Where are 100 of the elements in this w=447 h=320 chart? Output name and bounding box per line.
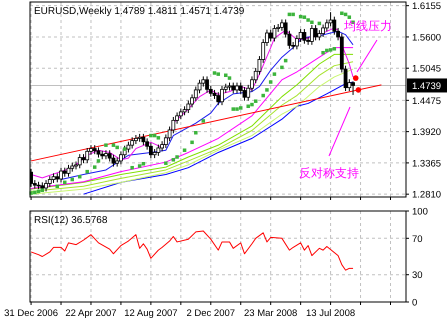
candlestick bbox=[66, 164, 70, 178]
point bbox=[63, 180, 67, 184]
candlestick bbox=[351, 80, 355, 96]
point bbox=[228, 76, 232, 80]
candlestick bbox=[62, 167, 67, 178]
point bbox=[321, 50, 325, 54]
point bbox=[328, 48, 332, 52]
point bbox=[340, 12, 344, 16]
point bbox=[344, 12, 348, 16]
candlestick bbox=[152, 148, 157, 159]
point bbox=[254, 99, 258, 103]
point bbox=[190, 140, 194, 144]
point bbox=[288, 12, 292, 16]
y-tick-label: 1.6155 bbox=[412, 1, 442, 12]
point bbox=[224, 74, 228, 78]
y-tick-label: 1.5600 bbox=[412, 32, 442, 44]
point bbox=[291, 12, 295, 16]
x-tick-label: 23 Mar 2008 bbox=[244, 308, 298, 319]
point bbox=[194, 131, 198, 134]
point bbox=[202, 119, 206, 123]
point bbox=[138, 164, 142, 168]
point bbox=[212, 71, 216, 75]
candlestick bbox=[59, 167, 63, 183]
candlestick bbox=[148, 142, 153, 159]
point bbox=[33, 190, 37, 194]
point bbox=[231, 107, 235, 111]
candlestick bbox=[205, 76, 209, 94]
point bbox=[310, 20, 314, 24]
point bbox=[246, 104, 250, 108]
point bbox=[306, 18, 310, 22]
point bbox=[112, 143, 116, 147]
candlestick bbox=[44, 180, 48, 192]
line-series bbox=[30, 230, 354, 271]
candlestick bbox=[242, 86, 246, 102]
point bbox=[352, 75, 359, 81]
point bbox=[85, 170, 89, 174]
candlestick bbox=[82, 154, 86, 164]
x-tick-label: 12 Aug 2007 bbox=[124, 308, 178, 319]
point bbox=[104, 143, 108, 147]
point bbox=[280, 66, 284, 70]
point bbox=[78, 174, 82, 178]
point bbox=[156, 136, 160, 140]
annotation: 反对称支持 bbox=[299, 166, 359, 180]
point bbox=[250, 102, 254, 106]
ref-line-label: 1.4739 bbox=[412, 80, 442, 92]
point bbox=[130, 166, 134, 170]
annotation: 均线压力 bbox=[343, 19, 392, 33]
point bbox=[265, 88, 269, 92]
candlestick bbox=[104, 150, 108, 160]
y-tick-label: 0 bbox=[412, 298, 418, 308]
chart-title: RSI(12) 36.5768 bbox=[34, 215, 108, 226]
point bbox=[182, 148, 186, 152]
y-tick-label: 100 bbox=[412, 206, 428, 218]
point bbox=[318, 22, 322, 26]
point bbox=[261, 94, 265, 98]
point bbox=[238, 106, 242, 110]
point bbox=[40, 188, 44, 192]
candlestick bbox=[156, 144, 160, 156]
point bbox=[149, 134, 153, 138]
point bbox=[36, 190, 40, 194]
candlestick bbox=[55, 172, 60, 183]
y-tick-label: 1.4475 bbox=[412, 96, 442, 107]
point bbox=[92, 165, 96, 169]
candlestick bbox=[235, 82, 239, 94]
point bbox=[70, 178, 74, 182]
x-tick-label: 13 Jul 2008 bbox=[306, 308, 356, 319]
point bbox=[332, 47, 336, 51]
candlestick bbox=[216, 92, 220, 106]
y-tick-label: 30 bbox=[412, 270, 423, 282]
y-tick-label: 1.2810 bbox=[412, 190, 442, 201]
x-tick-label: 2 Dec 2007 bbox=[186, 308, 236, 319]
candlestick bbox=[178, 108, 183, 120]
y-tick-label: 1.3365 bbox=[412, 158, 442, 170]
point bbox=[298, 14, 302, 18]
candlestick bbox=[40, 182, 44, 192]
point bbox=[235, 107, 239, 111]
x-tick-label: 22 Apr 2007 bbox=[65, 308, 117, 319]
candlestick bbox=[280, 18, 284, 32]
candlestick bbox=[220, 85, 224, 106]
chart-title: EURUSD,Weekly 1.4789 1.4811 1.4571 1.4739 bbox=[34, 6, 245, 17]
candlestick bbox=[85, 147, 90, 164]
point bbox=[56, 184, 60, 188]
candlestick bbox=[78, 154, 82, 169]
point bbox=[122, 147, 126, 151]
candlestick bbox=[92, 144, 97, 155]
point bbox=[142, 162, 146, 166]
point bbox=[325, 48, 329, 52]
candlestick bbox=[70, 162, 74, 172]
candlestick bbox=[272, 24, 276, 42]
candlestick bbox=[112, 154, 116, 168]
point bbox=[348, 15, 352, 19]
point bbox=[216, 72, 220, 76]
point bbox=[302, 15, 306, 19]
point bbox=[272, 72, 276, 76]
point bbox=[268, 80, 272, 84]
candlestick bbox=[130, 136, 134, 150]
x-tick-label: 31 Dec 2006 bbox=[4, 308, 58, 319]
point bbox=[175, 155, 179, 159]
candlestick bbox=[231, 82, 236, 94]
point bbox=[284, 58, 288, 62]
